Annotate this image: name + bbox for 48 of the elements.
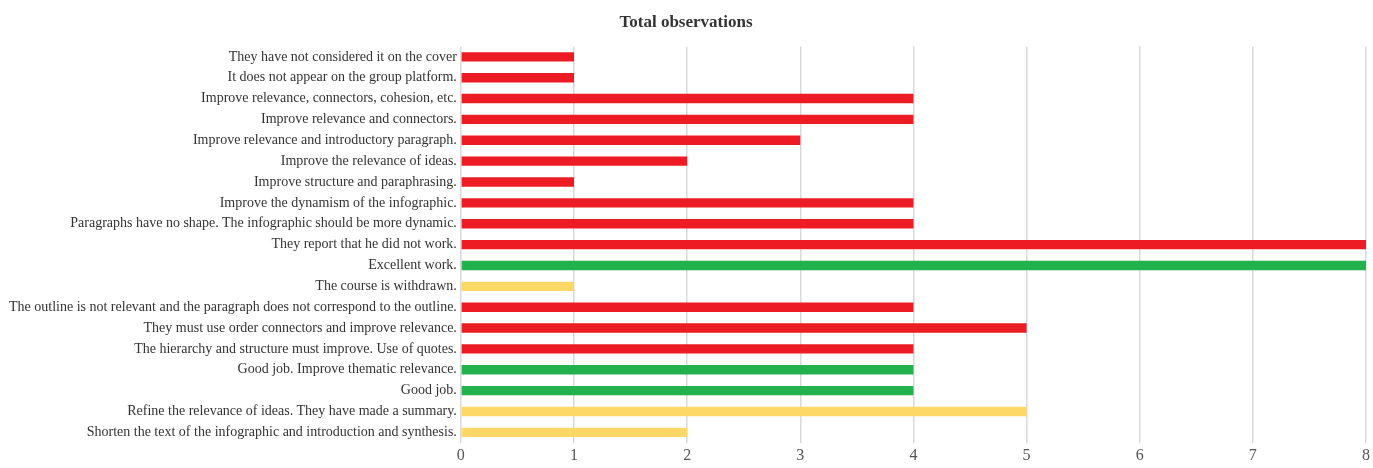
bar [461,427,688,438]
x-tick-label: 3 [796,445,805,463]
chart-title: Total observations [619,11,753,31]
bar [461,135,801,145]
bar [461,302,914,312]
y-tick-label: They have not considered it on the cover [228,48,458,64]
y-tick-label: The course is withdrawn. [315,278,457,293]
bar [461,323,1027,333]
bar [461,406,1027,417]
y-tick-label: Good job. Improve thematic relevance. [237,361,457,377]
y-tick-label: The outline is not relevant and the paragraph does not correspond to the outline. [9,298,457,314]
x-tick-label: 4 [909,445,918,463]
y-tick-label: Improve relevance and connectors. [260,111,457,127]
bar [461,93,914,104]
x-tick-label: 6 [1135,445,1144,463]
bar [461,52,575,62]
y-tick-label: Shorten the text of the infographic and introduction and synthesis. [86,424,457,440]
bar [461,177,575,187]
y-tick-label: Improve the dynamism of the infographic. [219,194,457,210]
y-tick-label: Excellent work. [368,257,457,273]
y-tick-label: Improve relevance and introductory paragraph. [192,131,457,147]
bar [461,365,914,375]
x-tick-label: 7 [1248,445,1257,463]
bar [461,73,575,83]
y-tick-label: Paragraphs have no shape. The infographic should be more dynamic. [70,215,457,231]
bar [461,385,914,396]
y-tick-label: Improve the relevance of ideas. [280,152,457,168]
bar [461,219,914,229]
bar [461,260,1366,271]
bar [461,156,688,166]
bar [461,198,914,208]
bar [461,114,914,125]
bar [461,281,575,292]
y-tick-label: Refine the relevance of ideas. They have made a summary. [127,403,457,419]
x-tick-label: 0 [456,445,465,463]
y-tick-label: The hierarchy and structure must improve. Use of quotes. [134,340,457,356]
x-tick-label: 5 [1022,445,1031,463]
y-tick-label: Improve relevance, connectors, cohesion, etc. [201,90,457,106]
y-tick-label: They must use order connectors and improve relevance. [143,319,457,335]
y-tick-label: It does not appear on the group platform. [227,69,457,85]
x-tick-label: 8 [1362,445,1370,463]
y-tick-label: Good job. [400,382,457,398]
y-tick-label: Improve structure and paraphrasing. [253,173,457,189]
x-tick-label: 2 [683,445,692,463]
bar [461,344,914,354]
x-tick-label: 1 [570,445,579,463]
y-tick-label: They report that he did not work. [271,236,457,252]
bar [461,239,1366,250]
